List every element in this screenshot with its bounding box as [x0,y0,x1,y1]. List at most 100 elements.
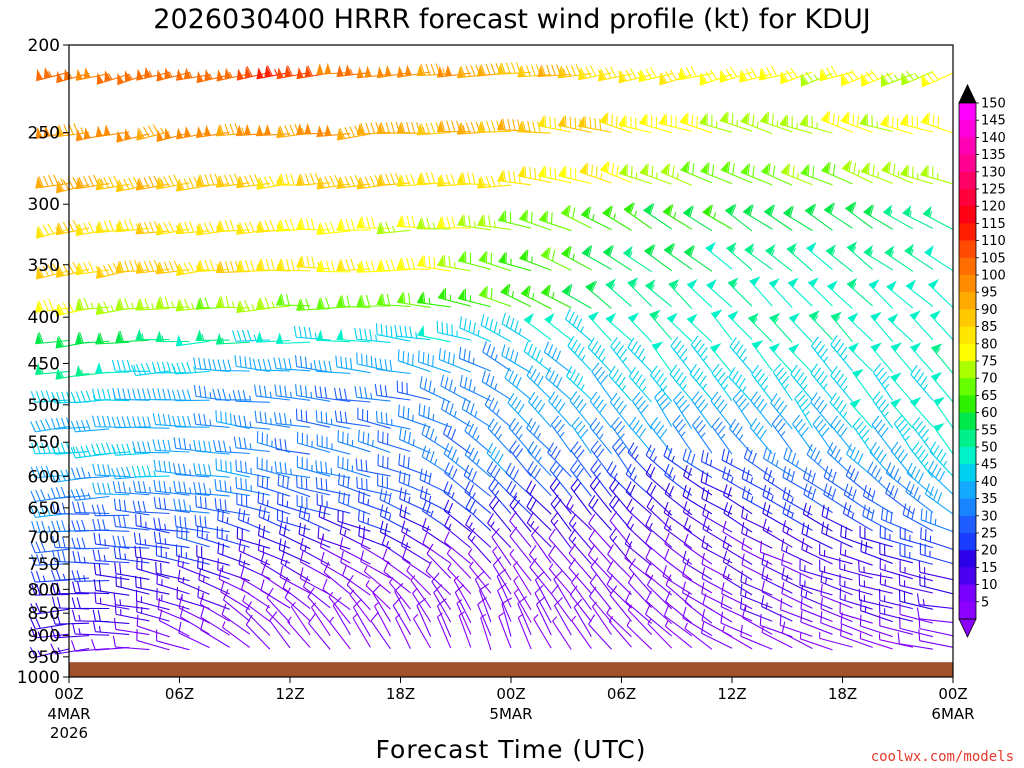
wind-barb [436,174,471,187]
wind-barb [792,414,813,452]
wind-barb [316,260,351,273]
wind-barb [217,541,250,566]
wind-barb [316,62,351,75]
wind-barb [29,646,70,658]
wind-barb [396,174,431,187]
wind-barb [884,245,914,272]
wind-barb [315,410,351,430]
wind-barb [398,470,431,496]
wind-barb [377,430,411,453]
wind-barb [176,176,210,192]
wind-barb [912,417,934,454]
wind-barb [426,543,452,579]
wind-barb [800,584,833,610]
wind-barb [526,496,552,531]
wind-barb [867,461,894,496]
wind-barb [526,418,552,453]
wind-barb [315,460,351,479]
wind-barb [151,361,190,374]
wind-barb [507,392,532,429]
wind-barb [260,579,291,609]
wind-barb [845,201,873,229]
wind-barb [839,574,873,596]
wind-barb [480,613,492,651]
wind-barb [417,324,451,343]
wind-barb [591,362,612,400]
x-tick-date: 4MAR [47,705,90,723]
wind-barb [552,616,572,650]
wind-barb [711,363,733,402]
wind-barb [441,398,472,428]
wind-barb [606,607,632,638]
wind-barb [276,219,311,232]
wind-barb [660,163,693,186]
colorbar-segment [959,481,976,499]
wind-barb [442,422,472,455]
wind-barb [629,416,653,453]
wind-barb [215,332,250,345]
wind-barb [276,258,311,272]
wind-barb [487,418,512,454]
wind-barb [890,372,914,403]
wind-barb [30,627,70,639]
wind-barb [447,563,472,595]
wind-barb [729,336,753,373]
wind-barb [759,540,793,565]
wind-barb [172,415,210,428]
wind-barb [416,292,451,308]
wind-barb [200,618,230,648]
wind-barb [627,442,652,478]
x-tick-label: 00Z [938,685,967,703]
wind-barb [465,497,492,532]
wind-barb [860,69,893,87]
wind-barb [193,413,230,428]
wind-barb [55,219,90,236]
wind-barb [132,480,170,495]
wind-barb [256,431,291,453]
wind-barb [561,245,592,271]
wind-barb [918,617,954,637]
wind-barb [689,363,713,400]
wind-barb [800,72,833,87]
wind-barb [569,585,592,622]
x-tick-label: 06Z [607,685,636,703]
wind-barb [115,330,150,343]
wind-barb [921,70,954,88]
wind-barb [71,537,110,550]
wind-barb [623,202,652,230]
wind-barb [436,598,452,638]
wind-barb [534,571,552,611]
wind-barb [252,358,291,372]
wind-barb [905,480,934,513]
wind-barb [906,462,934,496]
wind-barb [890,342,914,373]
x-tick-label: 06Z [165,685,194,703]
wind-barb [568,543,592,580]
wind-barb [498,251,532,272]
wind-barb [627,572,653,608]
wind-barb [465,514,492,548]
wind-barb [820,611,853,636]
wind-barb [175,67,210,81]
wind-barb [823,202,853,229]
wind-barb [30,602,70,615]
wind-barb [456,599,472,635]
colorbar-label: 40 [981,475,998,490]
wind-barb [236,66,271,81]
wind-barb [316,329,351,343]
wind-barb [178,621,210,649]
wind-barb [277,492,311,515]
wind-barb [215,123,250,137]
wind-barb [599,112,632,134]
wind-barb [920,112,954,134]
wind-barb [176,525,210,548]
wind-barb [425,561,452,596]
wind-barb [136,66,170,81]
wind-barb [265,604,291,635]
x-tick-label: 18Z [386,685,415,703]
colorbar-segment [959,275,976,293]
wind-barb [665,574,693,608]
wind-barb [440,374,472,403]
wind-barb [702,517,733,548]
wind-barb [769,312,793,343]
